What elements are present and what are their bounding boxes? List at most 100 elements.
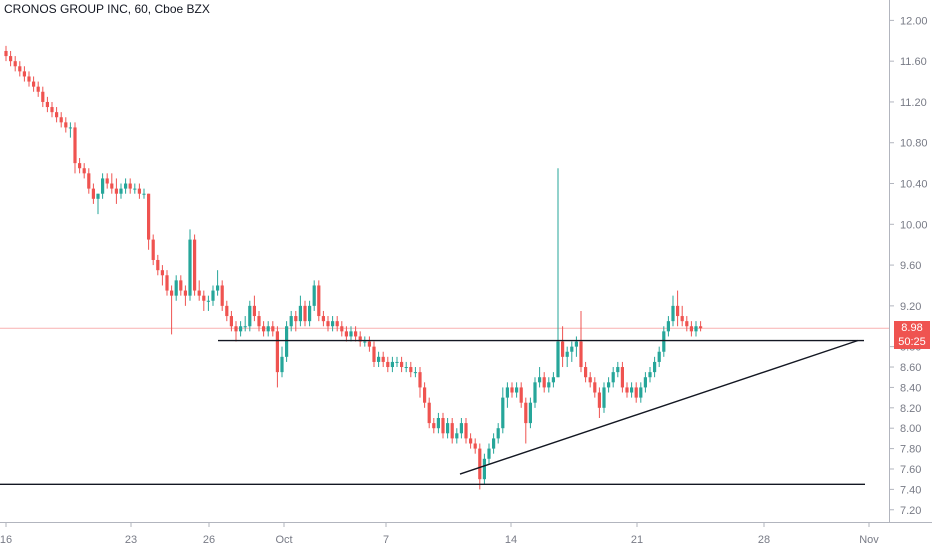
candle [294, 310, 298, 332]
candle [170, 285, 174, 335]
time-tick-label: Oct [275, 534, 292, 546]
candle-body [358, 336, 362, 342]
candle [179, 275, 183, 296]
candle-body [22, 71, 26, 77]
candle [386, 356, 390, 373]
candle [639, 382, 643, 403]
candle-body [321, 316, 325, 322]
candle [340, 321, 344, 337]
candle-body [133, 188, 137, 190]
candle-body [620, 367, 624, 388]
candle-body [202, 295, 206, 301]
candle-body [400, 361, 404, 368]
candle-body [147, 193, 151, 240]
candle [427, 397, 431, 429]
candle [349, 326, 353, 342]
candle-body [32, 81, 36, 87]
candle [519, 382, 523, 408]
price-tick-label: 9.20 [900, 301, 921, 313]
candle [450, 418, 454, 444]
candle-body [570, 346, 574, 352]
candle-body [248, 305, 252, 327]
candle [142, 188, 146, 199]
candle [358, 331, 362, 347]
candle-body [349, 331, 353, 337]
price-tick-label: 12.00 [900, 15, 928, 27]
candle [680, 305, 684, 327]
candle [216, 270, 220, 296]
candle-body [68, 127, 72, 129]
candle-body [119, 188, 123, 194]
price-tick-label: 8.00 [900, 423, 921, 435]
candle [220, 280, 224, 311]
time-axis: 16 23 26 Oct 7 14 21 28 Nov [0, 522, 879, 546]
candle [335, 316, 339, 332]
candle-body [137, 188, 141, 194]
candle-body [436, 418, 440, 429]
candle-body [386, 361, 390, 368]
candle [643, 372, 647, 393]
time-tick-label: 7 [383, 534, 389, 546]
price-tick-label: 10.40 [900, 179, 928, 191]
candle-body [13, 61, 17, 67]
candle [395, 356, 399, 368]
last-price-value: 8.98 [901, 322, 923, 335]
time-tick-label: Nov [859, 534, 879, 546]
bar-countdown-value: 50:25 [898, 336, 926, 349]
candle-body [519, 387, 523, 403]
candle [538, 367, 542, 388]
candle [87, 168, 91, 194]
candle-body [377, 356, 381, 362]
candle-body [478, 448, 482, 480]
candle [432, 418, 436, 434]
candle-body [579, 341, 583, 368]
candle [533, 377, 537, 408]
candle [418, 367, 422, 398]
candle [312, 280, 316, 311]
candle-body [666, 321, 670, 332]
candle-body [694, 326, 698, 332]
candle-body [165, 275, 169, 291]
candle [510, 382, 514, 398]
candle [41, 86, 45, 108]
candle [363, 336, 367, 347]
candle [82, 163, 86, 179]
candle-body [41, 91, 45, 102]
candle-body [59, 117, 63, 123]
price-axis: 12.00 11.60 11.20 10.80 10.40 10.00 9.60 9.20 8.… [889, 15, 928, 517]
candle-body [197, 290, 201, 296]
candle-body [170, 290, 174, 296]
candle [266, 321, 270, 337]
candle-body [455, 433, 459, 439]
price-tick-label: 7.40 [900, 484, 921, 496]
candle-body [160, 270, 164, 276]
candle-body [409, 367, 413, 373]
candle [436, 412, 440, 434]
candle-body [643, 377, 647, 388]
candle-body [602, 387, 606, 408]
candle-body [482, 458, 486, 480]
candle [455, 428, 459, 444]
candle-body [45, 101, 49, 108]
candle-body [487, 448, 491, 459]
candle-body [257, 316, 261, 327]
candle-body [689, 326, 693, 332]
candle [174, 275, 178, 301]
candle-body [418, 372, 422, 388]
candle [234, 321, 238, 342]
candle [372, 341, 376, 368]
candle [9, 50, 13, 67]
candle-body [473, 443, 477, 449]
candle [308, 300, 312, 327]
candle [64, 117, 68, 133]
candle [160, 265, 164, 286]
candle-body [657, 351, 661, 362]
candle-body [55, 112, 59, 118]
candle [584, 361, 588, 383]
candle-body [501, 397, 505, 429]
candle [404, 361, 408, 373]
candle-body [326, 321, 330, 327]
candle-body [671, 305, 675, 322]
